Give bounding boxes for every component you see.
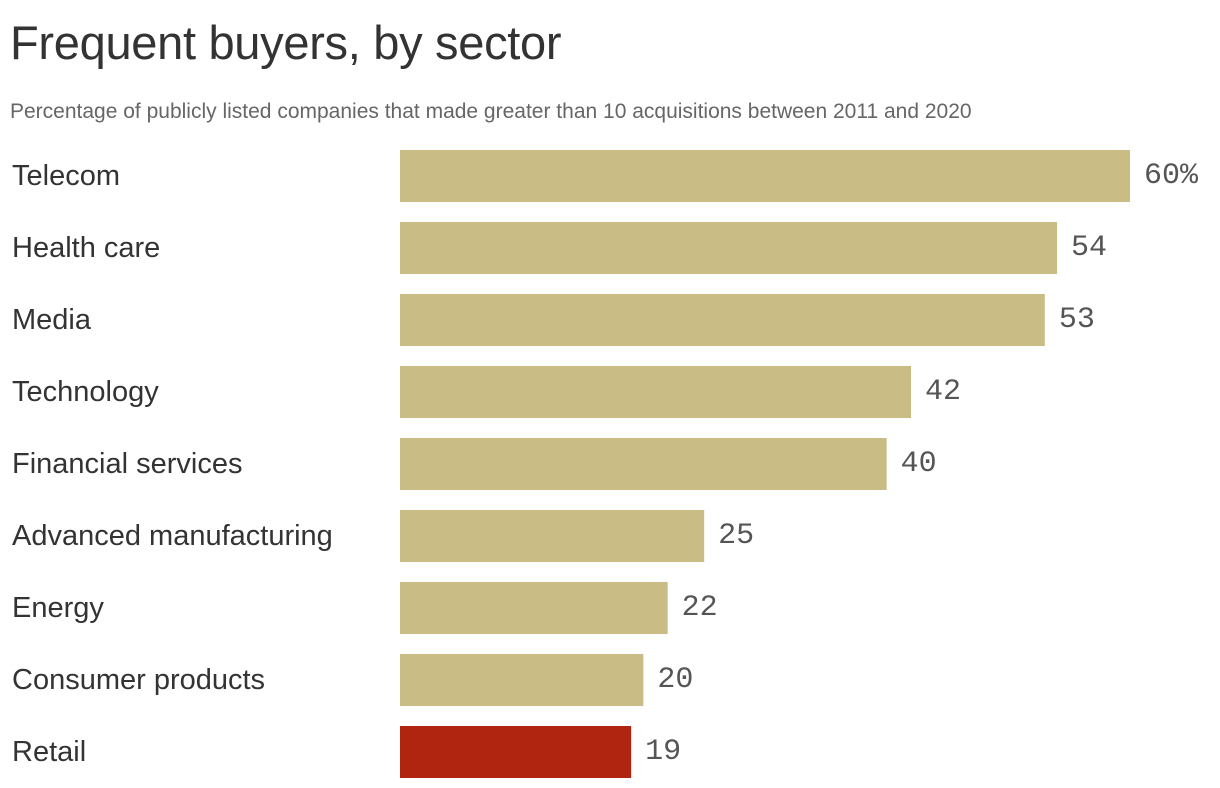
bar-row-retail: Retail 19	[12, 726, 681, 778]
value-label: 22	[682, 591, 718, 625]
bar	[400, 438, 887, 490]
value-label: 42	[925, 375, 961, 409]
category-label: Financial services	[12, 448, 242, 480]
bar	[400, 726, 632, 778]
bar	[400, 150, 1130, 202]
chart-title: Frequent buyers, by sector	[10, 16, 562, 69]
value-label: 54	[1071, 231, 1107, 265]
bar-row-media: Media 53	[12, 294, 1095, 346]
bar-row-consumer-products: Consumer products 20	[12, 654, 693, 706]
bar	[400, 222, 1057, 274]
category-label: Media	[12, 304, 92, 336]
category-label: Advanced manufacturing	[12, 520, 333, 552]
category-label: Energy	[12, 592, 104, 624]
value-label: 20	[657, 663, 693, 697]
bar-row-advanced-manufacturing: Advanced manufacturing 25	[12, 510, 754, 562]
category-label: Technology	[12, 376, 159, 408]
value-label: 40	[901, 447, 937, 481]
value-label: 25	[718, 519, 754, 553]
bar	[400, 366, 911, 418]
value-label: 60%	[1144, 159, 1199, 193]
category-label: Consumer products	[12, 664, 265, 696]
value-label: 53	[1059, 303, 1095, 337]
bar-row-financial-services: Financial services 40	[12, 438, 937, 490]
chart-subtitle: Percentage of publicly listed companies …	[10, 100, 972, 123]
bar-row-telecom: Telecom 60%	[12, 150, 1199, 202]
value-label: 19	[645, 735, 681, 769]
bar	[400, 510, 705, 562]
bar-row-technology: Technology 42	[12, 366, 961, 418]
category-label: Telecom	[12, 160, 120, 192]
bar-row-health-care: Health care 54	[12, 222, 1107, 274]
bar	[400, 582, 668, 634]
bar	[400, 654, 644, 706]
bar-row-energy: Energy 22	[12, 582, 718, 634]
category-label: Health care	[12, 232, 160, 264]
category-label: Retail	[12, 736, 86, 768]
bar	[400, 294, 1045, 346]
